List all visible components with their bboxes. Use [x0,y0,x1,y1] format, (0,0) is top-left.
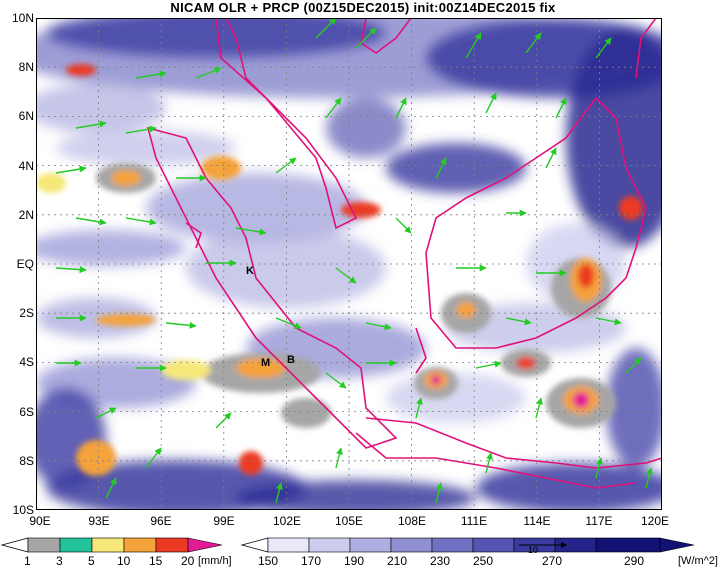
lon-label-102e: 102E [272,514,302,528]
precip-tick-5: 5 [88,554,95,568]
lat-label-eq: EQ [16,257,34,271]
precip-tick-20: 20 [181,554,195,568]
lon-label-99e: 99E [213,514,235,528]
lat-label-8s: 8S [19,454,34,468]
wind-scale-label: 10 [528,545,539,555]
lon-label-111e: 111E [460,514,488,528]
lat-label-6n: 6N [18,109,34,123]
olr-tick-210: 210 [387,554,408,568]
wind-vectors [55,18,653,504]
precip-tick-1: 1 [24,554,31,568]
olr-tick-290: 290 [624,554,645,568]
lon-label-108e: 108E [397,514,427,528]
figure-title: NICAM OLR + PRCP (00Z15DEC2015) init:00Z… [170,0,556,15]
lon-label-93e: 93E [88,514,110,528]
precip-tick-15: 15 [149,554,163,568]
olr-colorbar [240,537,695,553]
olr-tick-170: 170 [301,554,322,568]
lat-label-2n: 2N [18,208,34,222]
precip-unit-label: [mm/h] [198,555,232,567]
olr-tick-270: 270 [542,554,563,568]
lon-label-96e: 96E [150,514,172,528]
map-frame [36,18,662,510]
olr-tick-190: 190 [344,554,365,568]
lat-label-10s: 10S [12,503,34,517]
lat-label-10n: 10N [11,11,34,25]
lon-label-105e: 105E [334,514,364,528]
lat-label-2s: 2S [19,306,34,320]
lat-label-8n: 8N [18,60,34,74]
precip-colorbar [0,537,223,553]
lat-label-4n: 4N [18,159,34,173]
lon-label-114e: 114E [523,514,551,528]
precipitation-field [36,64,643,476]
lat-label-4s: 4S [19,355,34,369]
olr-tick-250: 250 [473,554,494,568]
station-marker-k: K [246,265,254,277]
map-panel: K M B [36,18,662,510]
precip-tick-10: 10 [117,554,131,568]
lon-label-117e: 117E [585,514,613,528]
lon-label-120e: 120E [640,514,670,528]
olr-tick-230: 230 [430,554,451,568]
wind-scale-vector [519,542,567,548]
station-marker-b: B [287,354,295,366]
coastlines [146,18,662,489]
station-marker-m: M [261,357,270,369]
lat-lon-grid [36,18,662,510]
lon-label-90e: 90E [29,514,51,528]
olr-unit-label: [W/m^2] [678,555,718,567]
olr-tick-150: 150 [258,554,279,568]
precip-tick-3: 3 [56,554,63,568]
lat-label-6s: 6S [19,405,34,419]
